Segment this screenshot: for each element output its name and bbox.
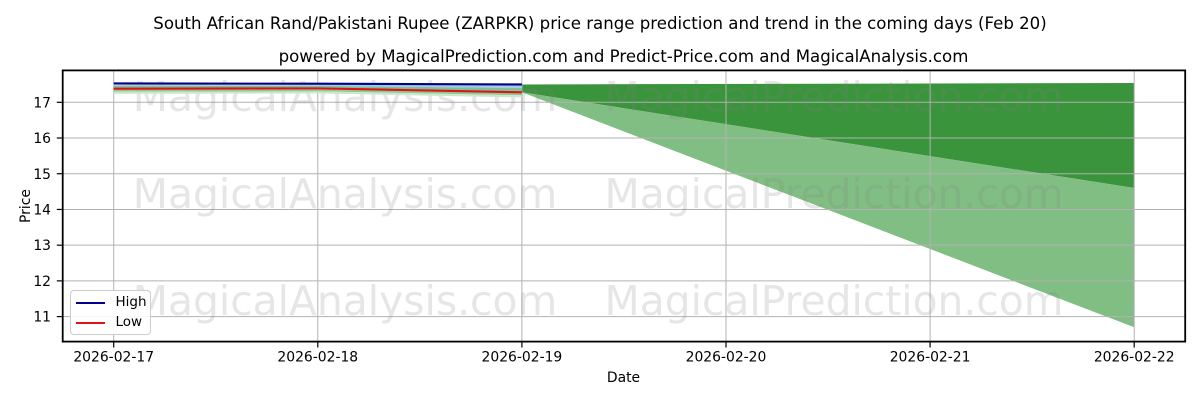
watermarks: MagicalAnalysis.com MagicalPrediction.com… [133,73,1064,325]
y-axis-label: Price [18,189,34,223]
plot-border [61,69,1187,343]
y-tick-label: 14 [33,202,51,218]
x-tick-labels: 2026-02-17 2026-02-18 2026-02-19 2026-02-20… [73,349,1174,365]
x-axis-label: Date [606,370,641,386]
watermark-prediction: MagicalPrediction.com [605,170,1064,218]
high-line-swatch [75,301,105,304]
y-tick-label: 13 [33,238,51,254]
x-tick-label: 2026-02-18 [277,349,358,365]
low-line [113,87,522,94]
gridlines [62,70,1186,342]
y-tick-label: 15 [33,167,51,183]
x-tick-label: 2026-02-19 [482,349,563,365]
watermark-analysis: MagicalAnalysis.com [133,277,557,325]
x-tick-label: 2026-02-20 [686,349,767,365]
chart-title: South African Rand/Pakistani Rupee (ZARP… [153,14,1047,33]
low-line-swatch [75,321,105,324]
x-tick-label: 2026-02-17 [73,349,154,365]
watermark-prediction: MagicalPrediction.com [605,73,1064,121]
legend-item-low: Low [75,313,150,330]
tick-marks [56,101,1135,348]
y-tick-label: 16 [33,131,51,147]
historical-under-fade [113,91,522,98]
x-tick-label: 2026-02-21 [890,349,971,365]
y-tick-labels: 11 12 13 14 15 16 17 [33,95,51,325]
legend-label-low: Low [115,313,143,330]
legend: High Low [69,290,151,335]
high-line [113,82,522,86]
legend-label-high: High [115,293,147,310]
historical-range-fill-lower [113,85,522,93]
y-tick-label: 11 [33,310,51,326]
watermark-analysis: MagicalAnalysis.com [133,170,557,218]
y-tick-label: 17 [33,95,51,111]
chart-subtitle: powered by MagicalPrediction.com and Pre… [278,47,969,66]
forecast-upper-band [521,83,1135,189]
x-tick-label: 2026-02-22 [1094,349,1175,365]
watermark-analysis: MagicalAnalysis.com [133,73,557,121]
historical-under-strip [113,88,522,96]
y-tick-label: 12 [33,274,51,290]
watermark-prediction: MagicalPrediction.com [605,277,1064,325]
legend-item-high: High [75,293,150,310]
